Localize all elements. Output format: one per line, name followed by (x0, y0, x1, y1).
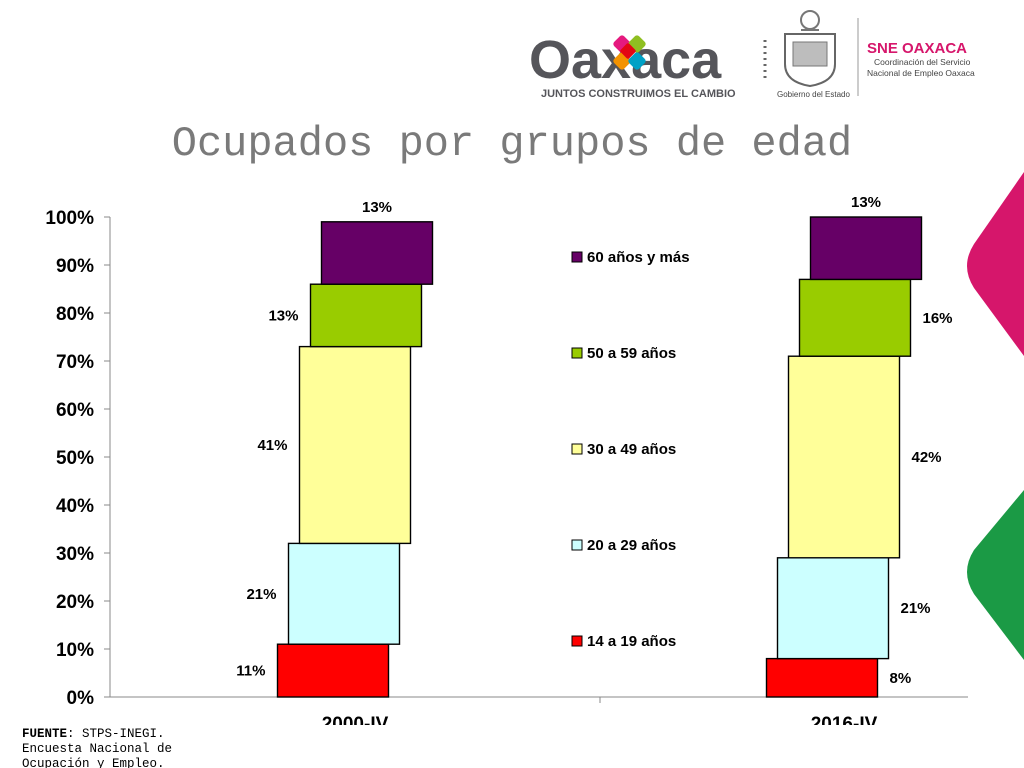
data-label: 16% (923, 310, 953, 327)
y-tick-label: 30% (56, 544, 94, 565)
stacked-bar-chart: 0% 10% 20% 30% 40% 50% 60% 70% 80% 90% 100% 11% 21%… (45, 194, 968, 725)
data-label: 42% (912, 449, 942, 466)
bar-segment (787, 355, 901, 559)
bar-segment (298, 345, 412, 545)
source-label: FUENTE (22, 727, 68, 741)
legend-swatch (571, 539, 583, 551)
data-label: 21% (246, 586, 276, 603)
y-tick-label: 20% (56, 592, 94, 613)
sne-title: SNE OAXACA (867, 40, 967, 57)
legend-label: 20 a 29 años (587, 537, 676, 554)
legend-swatch (571, 347, 583, 359)
bar-segment (309, 283, 423, 348)
sne-subtitle-1: Coordinación del Servicio (874, 57, 971, 67)
source-note: FUENTE: STPS-INEGI. Encuesta Nacional de… (22, 727, 212, 768)
bar-segment (776, 557, 890, 660)
data-label: 21% (901, 600, 931, 617)
y-tick-label: 40% (56, 496, 94, 517)
decorative-shapes (967, 172, 1024, 660)
y-tick-label: 100% (45, 208, 94, 229)
y-tick-label: 50% (56, 448, 94, 469)
bar-segment (798, 278, 912, 357)
y-tick-label: 10% (56, 640, 94, 661)
legend-label: 30 a 49 años (587, 441, 676, 458)
data-label: 13% (268, 307, 298, 324)
green-shape (967, 490, 1024, 660)
slogan-text: JUNTOS CONSTRUIMOS EL CAMBIO (541, 88, 736, 100)
bar-segment (287, 542, 401, 645)
y-tick-label: 80% (56, 304, 94, 325)
legend-swatch (571, 635, 583, 647)
legend-label: 60 años y más (587, 249, 690, 266)
legend-swatch (571, 251, 583, 263)
x-tick-label: 2016-IV (811, 714, 878, 725)
magenta-shape (967, 172, 1024, 356)
bar-segment (276, 643, 390, 698)
header-logos: Oaxaca JUNTOS CONSTRUIMOS EL CAMBIO Gobi… (527, 4, 977, 100)
oaxaca-knot-icon (613, 35, 646, 70)
data-label: 13% (851, 194, 881, 211)
y-tick-label: 60% (56, 400, 94, 421)
data-label: 13% (362, 199, 392, 216)
legend-swatch (571, 443, 583, 455)
sne-subtitle-2: Nacional de Empleo Oaxaca (867, 68, 975, 78)
bar-segment (765, 657, 879, 698)
data-label: 11% (236, 663, 265, 680)
data-label: 41% (257, 437, 287, 454)
legend-label: 50 a 59 años (587, 345, 676, 362)
bar-segment (320, 221, 434, 285)
y-tick-label: 90% (56, 256, 94, 277)
data-label: 8% (890, 670, 912, 687)
bar-segment (809, 216, 923, 281)
y-tick-label: 0% (67, 688, 95, 709)
coat-of-arms-icon (784, 10, 836, 88)
page-title: Ocupados por grupos de edad (171, 120, 853, 168)
x-tick-label: 2000-IV (322, 714, 389, 725)
legend-label: 14 a 19 años (587, 633, 676, 650)
source-text: : STPS-INEGI. Encuesta Nacional de Ocupa… (22, 727, 173, 768)
y-tick-label: 70% (56, 352, 94, 373)
gobierno-text: Gobierno del Estado (777, 90, 850, 99)
